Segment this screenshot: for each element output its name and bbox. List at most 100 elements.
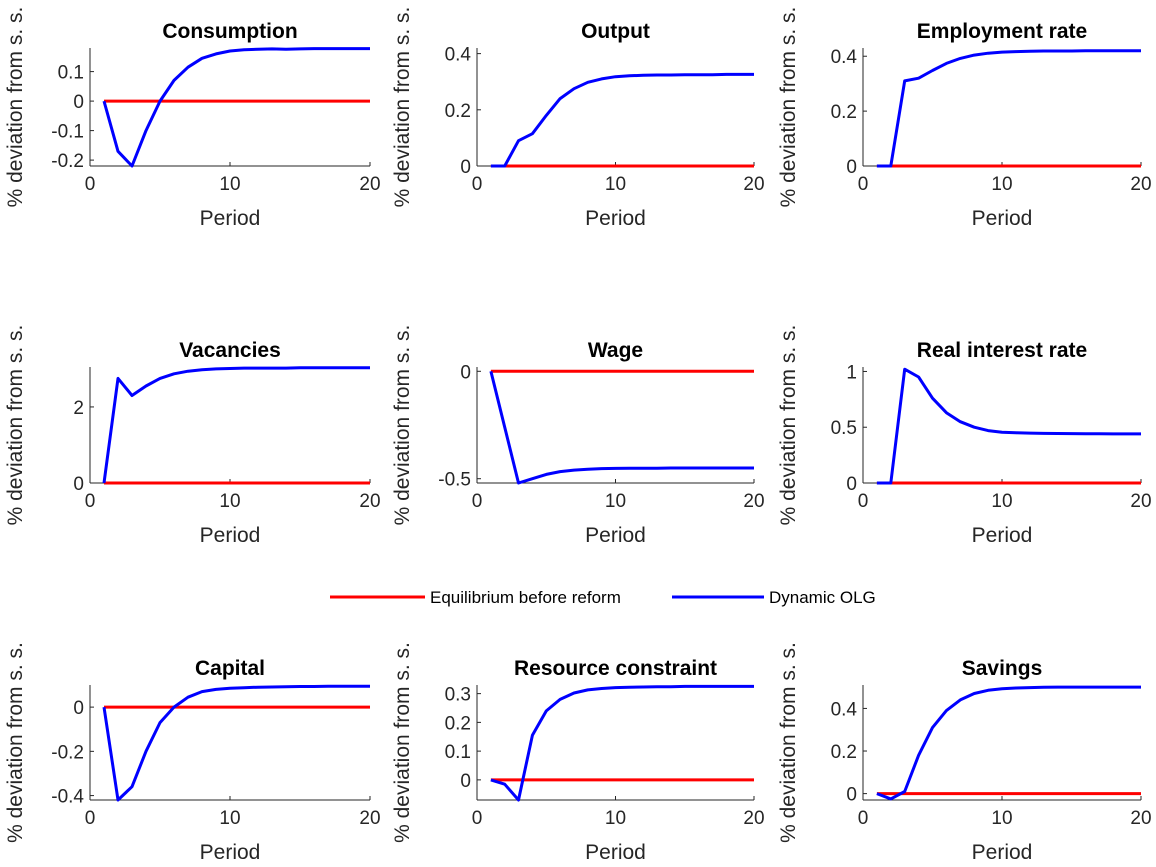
chart-real-interest-rate-x-label: Period: [972, 524, 1033, 547]
chart-vacancies-x-tick-label: 0: [85, 491, 96, 512]
chart-savings-title: Savings: [962, 657, 1043, 680]
chart-output-series-dynamic-olg: [490, 72, 754, 168]
chart-consumption-y-tick-label: -0.1: [51, 122, 84, 143]
chart-output-y-tick-label: 0.4: [445, 45, 472, 66]
chart-savings-y-tick-label: 0: [846, 785, 857, 806]
chart-consumption-y-tick-label: 0.1: [58, 63, 84, 84]
chart-wage-x-tick-label: 20: [743, 491, 764, 512]
chart-employment-rate: 0 10 20 0 0.2 0.4 Employment rate Period % devia…: [777, 7, 1152, 230]
chart-output-y-label: % deviation from s. s.: [391, 7, 414, 208]
chart-employment-rate-x-tick-label: 10: [991, 174, 1012, 195]
chart-real-interest-rate: 0 10 20 0 0.5 1 Real interest rate Period % devi…: [777, 325, 1152, 547]
chart-capital-x-tick-label: 10: [219, 808, 240, 829]
chart-output-y-tick-label: 0: [460, 157, 471, 178]
chart-real-interest-rate-y-label: % deviation from s. s.: [777, 325, 800, 526]
chart-real-interest-rate-title: Real interest rate: [917, 339, 1087, 362]
chart-output-y-tick-label: 0.2: [445, 101, 471, 122]
chart-output: 0 10 20 0 0.2 0.4 Output Period % deviation from…: [391, 7, 765, 230]
chart-capital-y-label: % deviation from s. s.: [4, 642, 27, 843]
chart-consumption-x-tick-label: 20: [359, 174, 380, 195]
chart-capital-x-tick-label: 20: [359, 808, 380, 829]
chart-wage-x-label: Period: [585, 524, 646, 547]
chart-resource-constraint-y-tick-label: 0.1: [445, 742, 471, 763]
legend: Equilibrium before reform Dynamic OLG: [318, 583, 876, 611]
chart-wage-y-tick-label: -0.5: [438, 470, 471, 491]
chart-savings-x-tick-label: 20: [1130, 808, 1151, 829]
chart-wage-y-tick-label: 0: [460, 362, 471, 383]
chart-resource-constraint-x-tick-label: 0: [472, 808, 483, 829]
chart-employment-rate-x-tick-label: 0: [858, 174, 869, 195]
chart-output-x-tick-label: 0: [472, 174, 483, 195]
chart-vacancies-series-dynamic-olg: [102, 366, 370, 484]
chart-output-x-label: Period: [585, 207, 646, 230]
legend-label-equilibrium: Equilibrium before reform: [430, 588, 621, 607]
chart-vacancies-x-tick-label: 10: [219, 491, 240, 512]
chart-savings-y-tick-label: 0.4: [831, 699, 858, 720]
chart-capital-y-tick-label: -0.2: [51, 742, 84, 763]
legend-label-dynamic-olg: Dynamic OLG: [769, 588, 876, 607]
chart-vacancies-y-tick-label: 0: [73, 474, 84, 495]
chart-resource-constraint-title: Resource constraint: [514, 657, 717, 680]
chart-employment-rate-y-tick-label: 0.2: [831, 102, 857, 123]
chart-savings-series-dynamic-olg: [876, 685, 1141, 801]
chart-consumption-y-tick-label: -0.2: [51, 151, 84, 172]
chart-vacancies-x-label: Period: [200, 524, 261, 547]
chart-output-x-tick-label: 10: [605, 174, 626, 195]
chart-employment-rate-x-tick-label: 20: [1130, 174, 1151, 195]
chart-consumption-x-label: Period: [200, 207, 261, 230]
chart-savings: 0 10 20 0 0.2 0.4 Savings Period % deviation fro…: [777, 642, 1152, 864]
chart-savings-y-label: % deviation from s. s.: [777, 642, 800, 843]
chart-vacancies-title: Vacancies: [179, 339, 281, 362]
chart-consumption-series-dynamic-olg: [102, 47, 370, 168]
chart-consumption-title: Consumption: [162, 20, 297, 43]
chart-consumption-y-tick-label: 0: [73, 92, 84, 113]
chart-vacancies: 0 10 20 0 2 Vacancies Period % deviation from s…: [4, 325, 381, 547]
chart-vacancies-y-label: % deviation from s. s.: [4, 325, 27, 526]
chart-real-interest-rate-x-tick-label: 20: [1130, 491, 1151, 512]
chart-savings-x-tick-label: 0: [858, 808, 869, 829]
chart-employment-rate-series-dynamic-olg: [876, 49, 1141, 168]
chart-wage-title: Wage: [588, 339, 643, 362]
chart-real-interest-rate-x-tick-label: 10: [991, 491, 1012, 512]
chart-capital-x-label: Period: [200, 841, 261, 864]
chart-capital-x-tick-label: 0: [85, 808, 96, 829]
chart-real-interest-rate-y-tick-label: 1: [846, 362, 857, 383]
chart-wage-y-label: % deviation from s. s.: [391, 325, 414, 526]
chart-output-x-tick-label: 20: [743, 174, 764, 195]
chart-capital-y-tick-label: 0: [73, 698, 84, 719]
chart-real-interest-rate-y-tick-label: 0: [846, 474, 857, 495]
chart-capital: 0 10 20 -0.4 -0.2 0 Capital Period % deviation f…: [4, 642, 381, 864]
chart-employment-rate-y-tick-label: 0.4: [831, 47, 858, 68]
chart-employment-rate-y-tick-label: 0: [846, 157, 857, 178]
chart-resource-constraint: 0 10 20 0 0.1 0.2 0.3 Resource constraint Period…: [391, 642, 765, 864]
chart-resource-constraint-x-tick-label: 10: [605, 808, 626, 829]
chart-consumption-x-tick-label: 0: [85, 174, 96, 195]
chart-capital-y-tick-label: -0.4: [51, 787, 84, 808]
chart-consumption: 0 10 20 -0.2 -0.1 0 0.1 Consumption Period % devi…: [4, 7, 381, 230]
chart-resource-constraint-series-dynamic-olg: [490, 684, 754, 802]
chart-resource-constraint-y-tick-label: 0.3: [445, 685, 471, 706]
chart-resource-constraint-y-tick-label: 0.2: [445, 713, 471, 734]
chart-real-interest-rate-y-tick-label: 0.5: [831, 418, 857, 439]
chart-output-title: Output: [581, 20, 650, 43]
chart-wage-x-tick-label: 10: [605, 491, 626, 512]
chart-wage-x-tick-label: 0: [472, 491, 483, 512]
chart-real-interest-rate-series-dynamic-olg: [876, 367, 1141, 485]
chart-real-interest-rate-x-tick-label: 0: [858, 491, 869, 512]
chart-capital-title: Capital: [195, 657, 265, 680]
chart-vacancies-x-tick-label: 20: [359, 491, 380, 512]
chart-savings-y-tick-label: 0.2: [831, 742, 857, 763]
chart-consumption-x-tick-label: 10: [219, 174, 240, 195]
chart-resource-constraint-x-tick-label: 20: [743, 808, 764, 829]
chart-employment-rate-title: Employment rate: [917, 20, 1087, 43]
chart-employment-rate-x-label: Period: [972, 207, 1033, 230]
chart-resource-constraint-y-label: % deviation from s. s.: [391, 642, 414, 843]
chart-savings-x-label: Period: [972, 841, 1033, 864]
chart-consumption-y-label: % deviation from s. s.: [4, 7, 27, 208]
chart-resource-constraint-x-label: Period: [585, 841, 646, 864]
chart-savings-x-tick-label: 10: [991, 808, 1012, 829]
chart-vacancies-y-tick-label: 2: [73, 398, 84, 419]
